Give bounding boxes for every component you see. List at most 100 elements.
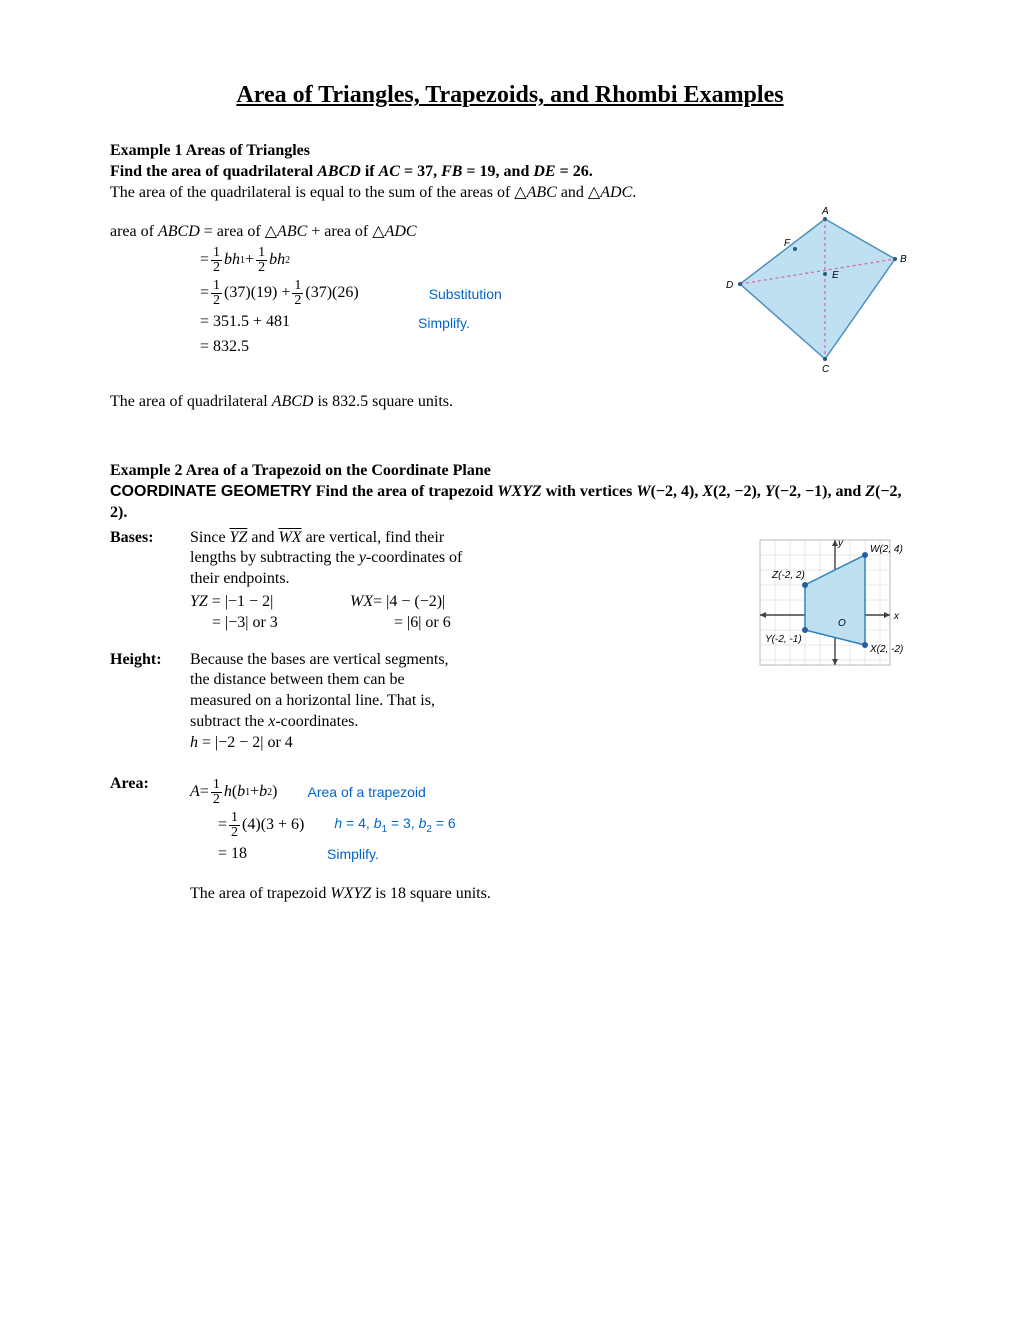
text: = area of [200, 223, 265, 240]
text: bh [224, 250, 240, 271]
text: = |−2 − 2| or 4 [198, 734, 293, 751]
text: WX [278, 529, 301, 546]
text: ABC [527, 184, 557, 201]
text: DE [533, 163, 555, 180]
svg-text:x: x [893, 611, 900, 622]
text: with vertices [542, 483, 637, 500]
triangle-icon: △ [588, 184, 600, 201]
ex1-conclusion: The area of quadrilateral ABCD is 832.5 … [110, 392, 910, 413]
text: The area of quadrilateral [110, 393, 272, 410]
triangle-icon: △ [372, 223, 384, 240]
text: h [224, 782, 232, 803]
height-label: Height: [110, 650, 190, 671]
ex1-heading: Example 1 Areas of Triangles [110, 141, 910, 162]
triangle-icon: △ [514, 184, 526, 201]
svg-text:F: F [784, 238, 791, 249]
text: (−2, −1), and [775, 483, 866, 500]
text: The area of trapezoid [190, 885, 330, 902]
text: is 18 square units. [371, 885, 491, 902]
text: = 832.5 [200, 337, 249, 358]
text: Find the area of trapezoid [312, 483, 497, 500]
ex2-conclusion: The area of trapezoid WXYZ is 18 square … [190, 884, 910, 905]
height-row: Height: Because the bases are vertical s… [110, 650, 750, 754]
text: COORDINATE GEOMETRY [110, 483, 312, 500]
text: ABCD [272, 393, 314, 410]
text: X [702, 483, 713, 500]
svg-text:A: A [821, 206, 829, 217]
example1: Example 1 Areas of Triangles Find the ar… [110, 141, 910, 413]
text: ADC [600, 184, 632, 201]
text: = 351.5 + 481 [200, 312, 290, 333]
text: = |4 − (−2)| [373, 593, 445, 610]
text: (37)(26) [305, 283, 358, 304]
text: ) [272, 782, 277, 803]
text: A [190, 782, 200, 803]
note: Substitution [429, 285, 502, 303]
ex1-figure: A B C D E F [720, 204, 910, 381]
svg-text:W(2, 4): W(2, 4) [870, 544, 903, 555]
text: + area of [307, 223, 372, 240]
ex2-heading: Example 2 Area of a Trapezoid on the Coo… [110, 461, 910, 482]
text: . [632, 184, 636, 201]
text: YZ [190, 593, 208, 610]
text: -coordinates. [275, 713, 358, 730]
text: + [250, 782, 259, 803]
svg-text:E: E [832, 270, 839, 281]
text: and [557, 184, 588, 201]
note: Simplify. [327, 845, 379, 863]
note: Simplify. [418, 314, 470, 332]
svg-text:y: y [837, 538, 844, 549]
text: WXYZ [330, 885, 371, 902]
text: b [259, 782, 267, 803]
text: h [190, 734, 198, 751]
bases-row: Bases: Since YZ and WX are vertical, fin… [110, 528, 750, 634]
text: ABCD [158, 223, 200, 240]
svg-text:C: C [822, 364, 830, 374]
text: (37)(19) + [224, 283, 290, 304]
ex1-problem: Find the area of quadrilateral ABCD if A… [110, 162, 910, 183]
text: = [200, 782, 209, 803]
text: ADC [385, 223, 417, 240]
text: (4)(3 + 6) [242, 815, 304, 836]
text: = 18 [218, 844, 247, 865]
svg-text:B: B [900, 254, 907, 265]
svg-text:Y(-2, -1): Y(-2, -1) [765, 634, 802, 645]
text: and [247, 529, 278, 546]
ex2-problem: COORDINATE GEOMETRY Find the area of tra… [110, 482, 910, 524]
text: Since [190, 529, 230, 546]
text: YZ [230, 529, 248, 546]
text: = 19, and [462, 163, 533, 180]
text: = |6| or 6 [394, 614, 451, 631]
text: Find the area of quadrilateral [110, 163, 317, 180]
text: b [237, 782, 245, 803]
bases-label: Bases: [110, 528, 190, 549]
text: y [359, 549, 366, 566]
text: Y [765, 483, 775, 500]
text: + [245, 250, 254, 271]
text: ABC [277, 223, 307, 240]
svg-text:O: O [838, 618, 846, 629]
text: = |−1 − 2| [208, 593, 273, 610]
text: (−2, 4), [651, 483, 703, 500]
text: if [361, 163, 379, 180]
text: area of [110, 223, 158, 240]
svg-text:Z(-2, 2): Z(-2, 2) [771, 570, 805, 581]
text: is 832.5 square units. [313, 393, 453, 410]
note: h = 4, b1 = 3, b2 = 6 [334, 814, 455, 836]
text: Z [865, 483, 875, 500]
text: AC [379, 163, 400, 180]
text: (2, −2), [713, 483, 765, 500]
svg-text:X(2, -2): X(2, -2) [869, 644, 903, 655]
text: = |−3| or 3 [212, 614, 278, 631]
text: = 26. [556, 163, 593, 180]
text: The area of the quadrilateral is equal t… [110, 184, 514, 201]
area-row: Area: A = 12h(b1 + b2)Area of a trapezoi… [110, 774, 910, 906]
text: FB [441, 163, 462, 180]
triangle-icon: △ [265, 223, 277, 240]
text: ABCD [317, 163, 361, 180]
text: = 37, [400, 163, 441, 180]
example2: Example 2 Area of a Trapezoid on the Coo… [110, 461, 910, 905]
svg-text:D: D [726, 280, 733, 291]
text: WXYZ [497, 483, 541, 500]
text: W [636, 483, 650, 500]
